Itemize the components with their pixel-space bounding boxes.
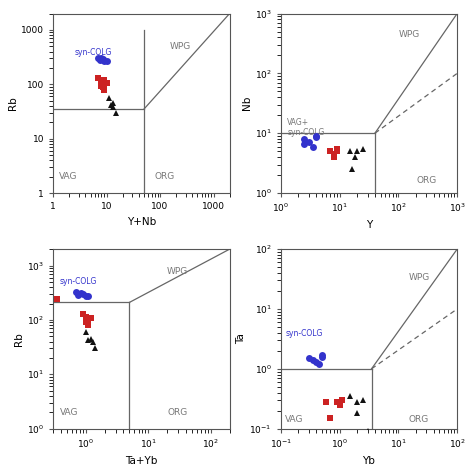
Y-axis label: Nb: Nb [242, 96, 252, 110]
X-axis label: Y: Y [366, 220, 372, 230]
Text: VAG+
syn-COLG: VAG+ syn-COLG [287, 118, 325, 137]
Text: WPG: WPG [409, 273, 430, 283]
Y-axis label: Rb: Rb [9, 96, 18, 110]
Text: WPG: WPG [170, 42, 191, 51]
Text: WPG: WPG [167, 267, 188, 276]
Text: ORG: ORG [409, 415, 429, 424]
Y-axis label: Rb: Rb [14, 332, 24, 346]
Text: VAG: VAG [285, 415, 304, 424]
X-axis label: Yb: Yb [363, 456, 375, 465]
Text: ORG: ORG [155, 172, 175, 181]
Text: ORG: ORG [167, 408, 187, 417]
Text: ORG: ORG [416, 175, 436, 184]
Text: syn-COLG: syn-COLG [285, 329, 323, 338]
Text: VAG: VAG [59, 172, 78, 181]
Text: syn-COLG: syn-COLG [60, 277, 97, 286]
Text: syn-COLG: syn-COLG [74, 48, 112, 57]
Y-axis label: Ta: Ta [237, 334, 246, 344]
X-axis label: Y+Nb: Y+Nb [127, 217, 156, 227]
X-axis label: Ta+Yb: Ta+Yb [125, 456, 157, 465]
Text: VAG: VAG [60, 408, 78, 417]
Text: WPG: WPG [398, 30, 419, 39]
